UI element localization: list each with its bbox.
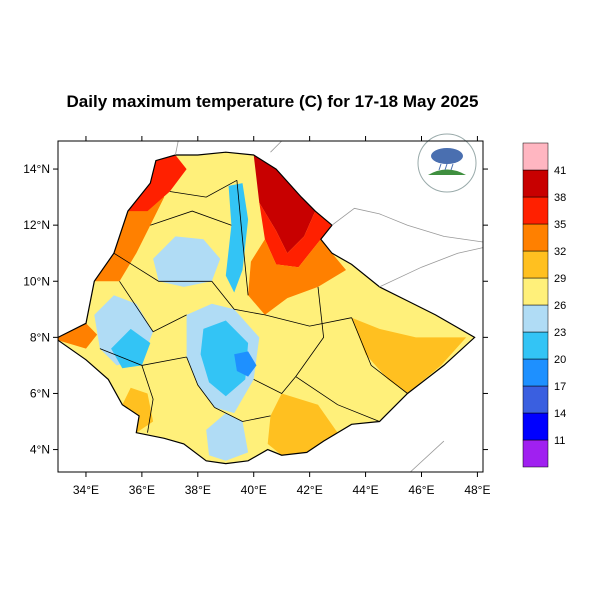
map-title: Daily maximum temperature (C) for 17-18 … — [66, 92, 479, 111]
colorbar-label: 14 — [554, 408, 566, 420]
neighbor-border — [331, 207, 483, 243]
colorbar-label: 17 — [554, 381, 566, 393]
region-east-highland-strip — [225, 183, 249, 293]
admin-boundary — [351, 317, 408, 394]
colorbar-bin — [522, 277, 549, 306]
map-axes: 34°E 36°E 38°E 40°E 42°E 44°E 46°E 48°E 4°N 6°N 8°… — [23, 136, 490, 497]
colorbar-bin — [522, 142, 549, 171]
colorbar-bin — [522, 412, 549, 441]
x-tick-label: 44°E — [352, 483, 378, 497]
admin-boundary — [295, 286, 325, 377]
admin-boundary — [211, 281, 265, 316]
admin-boundary — [186, 356, 215, 408]
y-tick-label: 6°N — [30, 386, 50, 400]
colorbar-bin — [522, 331, 549, 360]
region-south-cool — [206, 413, 249, 461]
admin-boundary — [119, 281, 187, 333]
admin-boundary — [113, 252, 212, 282]
neighbor-borders — [175, 141, 483, 472]
colorbar-label: 20 — [554, 354, 566, 366]
colorbar-bin — [522, 439, 549, 468]
colorbar-label: 32 — [554, 246, 566, 258]
region-highland-light-nw — [153, 236, 221, 287]
y-tick-label: 10°N — [23, 274, 50, 288]
colorbar-bin — [522, 358, 549, 387]
y-tick-label: 14°N — [23, 162, 50, 176]
temperature-regions — [58, 151, 476, 465]
colorbar-label: 29 — [554, 273, 566, 285]
admin-boundary — [150, 210, 232, 226]
admin-boundary — [214, 407, 271, 422]
neighbor-border — [410, 440, 445, 472]
admin-boundaries — [99, 179, 408, 433]
neighbor-border — [270, 141, 282, 153]
admin-boundary — [264, 314, 352, 327]
colorbar-label: 26 — [554, 300, 566, 312]
x-tick-label: 48°E — [464, 483, 490, 497]
x-tick-label: 36°E — [129, 483, 155, 497]
admin-boundary — [141, 365, 154, 433]
neighbor-border — [379, 247, 483, 288]
agency-logo — [417, 133, 477, 193]
region-ogaden-orange — [351, 317, 467, 394]
x-tick-label: 46°E — [408, 483, 434, 497]
colorbar-bin — [522, 304, 549, 333]
y-tick-label: 8°N — [30, 330, 50, 344]
region-gambela-orange — [58, 323, 98, 349]
x-tick-label: 42°E — [297, 483, 323, 497]
region-western-cold — [111, 328, 151, 369]
colorbar-label: 23 — [554, 327, 566, 339]
region-south-orange — [267, 393, 338, 456]
neighbor-border — [175, 141, 179, 156]
colorbar-label: 41 — [554, 165, 566, 177]
country-outline — [58, 151, 476, 465]
y-tick-label: 4°N — [30, 443, 50, 457]
colorbar-bin — [522, 250, 549, 279]
region-afar-orange — [248, 239, 346, 315]
region-west-red — [127, 155, 187, 212]
y-tick-label: 12°N — [23, 218, 50, 232]
colorbar-bin — [522, 385, 549, 414]
x-tick-label: 38°E — [185, 483, 211, 497]
admin-boundary — [169, 179, 238, 198]
admin-boundary — [253, 376, 297, 395]
region-southwest-orange — [122, 387, 154, 433]
colorbar-label: 11 — [554, 435, 565, 447]
plot-frame — [57, 140, 484, 473]
region-afar-hot — [253, 155, 316, 254]
colorbar-bin — [522, 169, 549, 198]
colorbar: 11 14 17 20 23 26 29 32 35 38 41 — [522, 142, 566, 468]
colorbar-label: 38 — [554, 192, 566, 204]
colorbar-label: 35 — [554, 219, 566, 231]
region-afar-red — [259, 202, 332, 268]
admin-boundary — [236, 180, 249, 296]
colorbar-bin — [522, 223, 549, 252]
region-rift-cold — [200, 320, 249, 397]
region-bale-colder — [234, 351, 257, 377]
x-tick-label: 40°E — [241, 483, 267, 497]
admin-boundary — [295, 376, 380, 422]
x-tick-label: 34°E — [73, 483, 99, 497]
colorbar-bin — [522, 196, 549, 225]
